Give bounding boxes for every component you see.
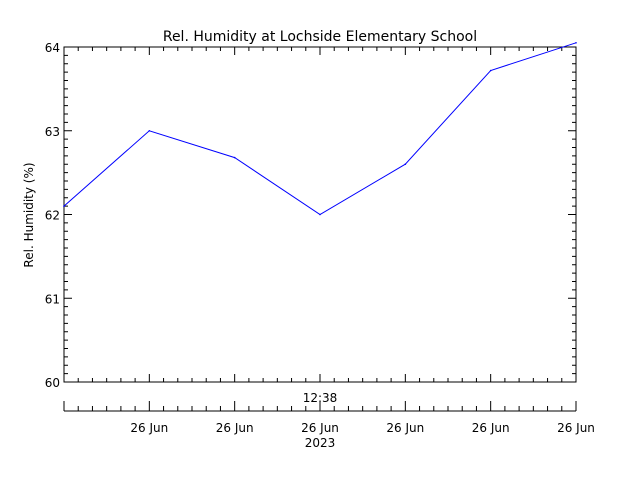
x-center-label: 12:38 xyxy=(303,391,338,405)
x-year-label: 2023 xyxy=(305,436,336,450)
y-axis: 60 61 62 63 64 xyxy=(45,41,576,390)
y-tick-label: 63 xyxy=(45,125,60,139)
y-tick-label: 64 xyxy=(45,41,60,55)
x-tick-label: 26 Jun xyxy=(301,421,339,435)
data-point xyxy=(233,156,236,159)
chart-title: Rel. Humidity at Lochside Elementary Sch… xyxy=(163,29,477,45)
data-point xyxy=(404,163,407,165)
data-point xyxy=(575,42,577,44)
data-point xyxy=(63,205,65,207)
data-point xyxy=(148,130,151,132)
y-tick-label: 62 xyxy=(45,209,60,223)
x-tick-label: 26 Jun xyxy=(216,421,254,435)
x-tick-label: 26 Jun xyxy=(557,421,595,435)
series-line xyxy=(63,42,577,216)
y-tick-label: 60 xyxy=(45,376,60,390)
y-axis-label: Rel. Humidity (%) xyxy=(22,162,36,267)
series-layer xyxy=(63,42,577,216)
y-tick-label: 61 xyxy=(45,292,60,306)
x-axis: 26 Jun 26 Jun 26 Jun 26 Jun 26 Jun 26 Jun xyxy=(63,47,595,435)
data-point xyxy=(489,69,492,72)
x-tick-label: 26 Jun xyxy=(472,421,510,435)
x-tick-label: 26 Jun xyxy=(386,421,424,435)
data-point xyxy=(319,213,321,216)
x-tick-label: 26 Jun xyxy=(130,421,168,435)
